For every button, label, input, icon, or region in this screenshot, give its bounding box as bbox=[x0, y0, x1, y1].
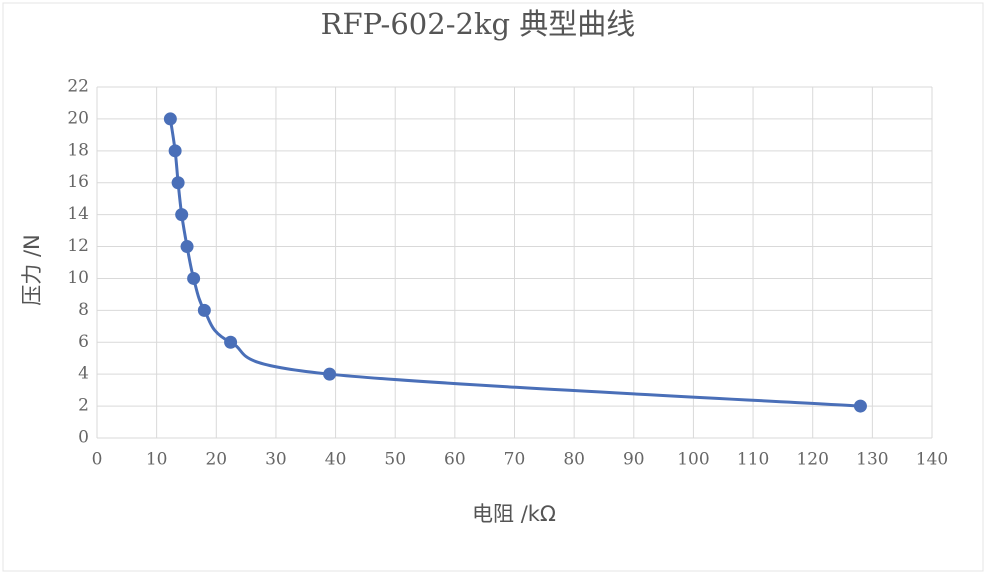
x-tick-label: 10 bbox=[146, 450, 168, 470]
y-tick-label: 18 bbox=[67, 140, 89, 160]
data-point bbox=[168, 144, 182, 158]
x-tick-label: 40 bbox=[325, 450, 347, 470]
x-tick-label: 140 bbox=[916, 450, 948, 470]
data-point bbox=[187, 271, 201, 285]
x-tick-label: 60 bbox=[444, 450, 466, 470]
y-tick-label: 22 bbox=[67, 77, 89, 97]
x-tick-label: 30 bbox=[265, 450, 287, 470]
data-point bbox=[853, 399, 867, 413]
x-tick-label: 130 bbox=[856, 450, 888, 470]
x-tick-label: 110 bbox=[737, 450, 769, 470]
data-point bbox=[323, 367, 337, 381]
x-tick-label: 120 bbox=[796, 450, 828, 470]
y-tick-label: 2 bbox=[78, 396, 89, 416]
y-tick-label: 20 bbox=[67, 108, 89, 128]
y-tick-label: 6 bbox=[78, 332, 89, 352]
y-tick-label: 14 bbox=[67, 204, 89, 224]
x-tick-label: 50 bbox=[384, 450, 406, 470]
x-tick-label: 0 bbox=[92, 450, 103, 470]
y-tick-label: 8 bbox=[78, 300, 89, 320]
data-point bbox=[180, 240, 194, 254]
data-point bbox=[197, 303, 211, 317]
chart-title: RFP-602-2kg 典型曲线 bbox=[321, 7, 636, 41]
data-point bbox=[171, 176, 185, 190]
x-tick-label: 80 bbox=[563, 450, 585, 470]
x-tick-label: 100 bbox=[677, 450, 709, 470]
x-tick-label: 90 bbox=[623, 450, 645, 470]
x-tick-label: 20 bbox=[205, 450, 227, 470]
y-tick-label: 4 bbox=[78, 364, 89, 384]
y-tick-label: 12 bbox=[67, 236, 89, 256]
y-tick-label: 0 bbox=[78, 428, 89, 448]
x-tick-label: 70 bbox=[504, 450, 526, 470]
chart-frame bbox=[2, 2, 984, 572]
y-axis-label: 压力 /N bbox=[20, 234, 44, 305]
data-point bbox=[175, 208, 189, 222]
data-point bbox=[163, 112, 177, 126]
data-point bbox=[224, 335, 238, 349]
x-axis-label: 电阻 /kΩ bbox=[472, 502, 556, 526]
y-tick-label: 10 bbox=[67, 268, 89, 288]
y-tick-label: 16 bbox=[67, 172, 89, 192]
